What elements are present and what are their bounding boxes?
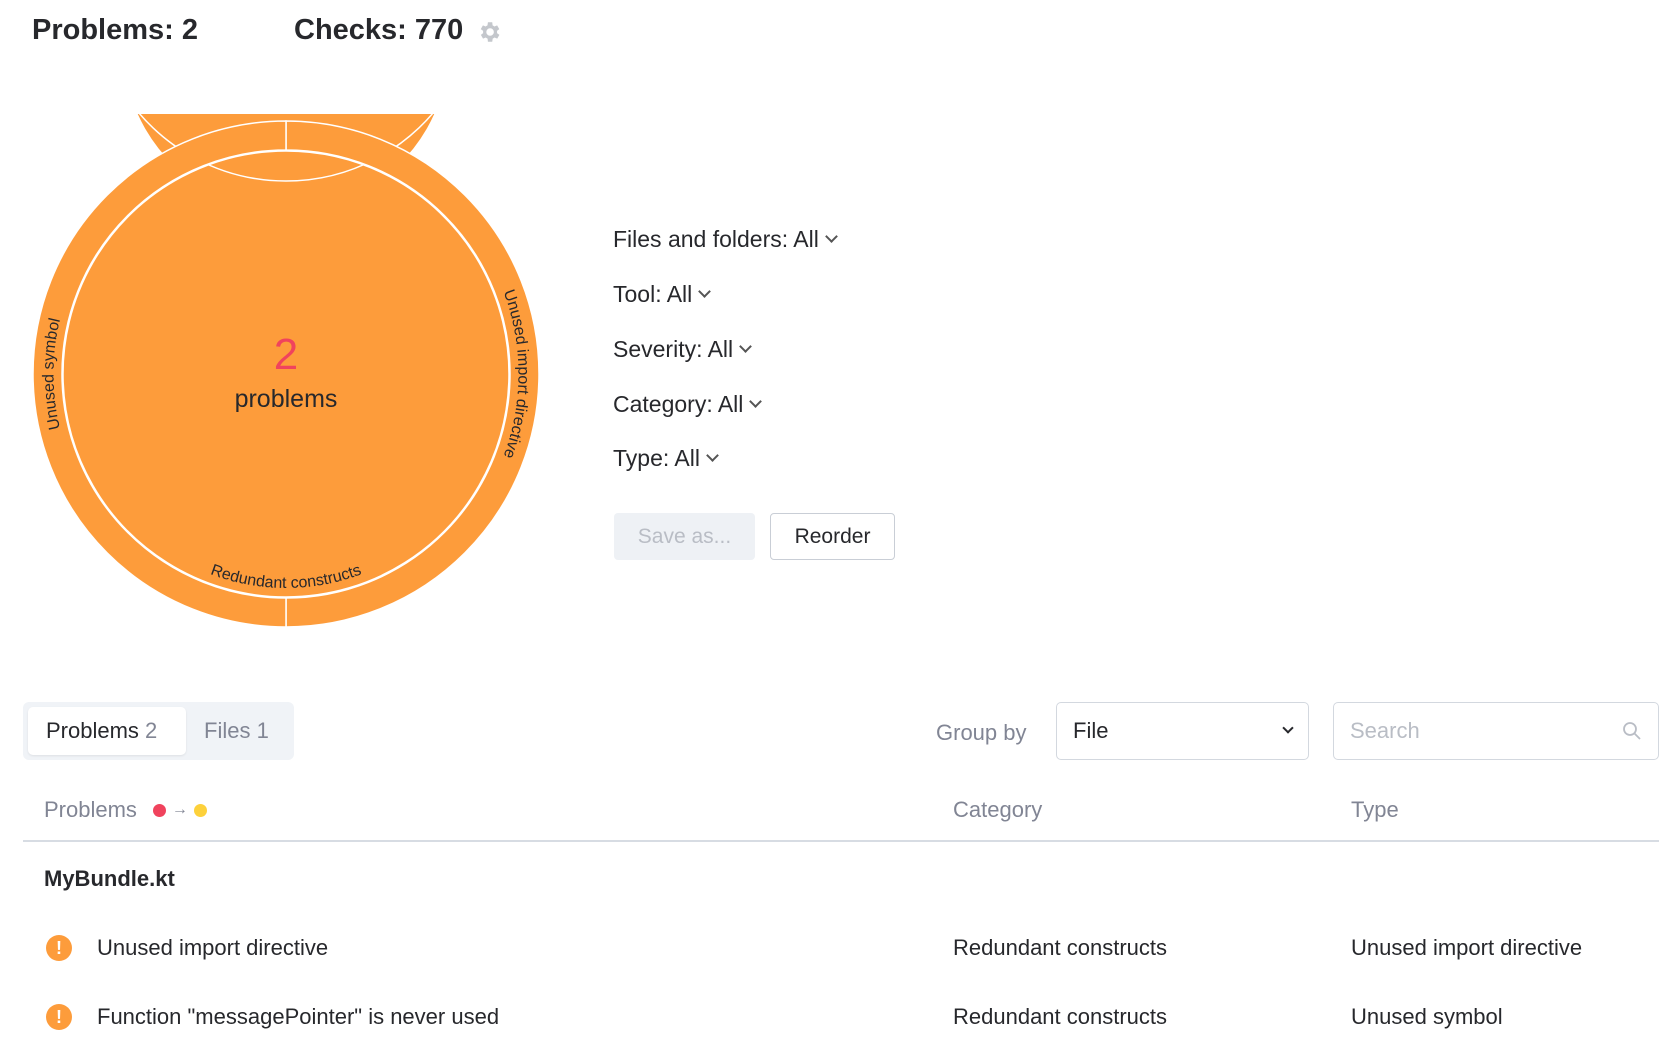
checks-count: Checks: 770 <box>294 14 464 46</box>
sunburst-segment[interactable] <box>32 120 287 628</box>
severity-low-dot-icon <box>193 803 207 817</box>
filter-label: Type: All <box>613 445 700 471</box>
save-as-button[interactable]: Save as... <box>614 513 755 560</box>
search-icon <box>1623 722 1641 740</box>
sunburst-label: Unused symbol <box>40 316 63 431</box>
tab-label: Problems <box>46 718 139 743</box>
arrow-right-icon: → <box>171 801 188 818</box>
filter-dropdown[interactable]: Tool: All <box>613 281 712 308</box>
chevron-down-icon <box>824 230 838 243</box>
filter-label: Category: All <box>613 391 744 417</box>
category-text: Redundant constructs <box>953 1004 1168 1029</box>
problems-count: Problems: 2 <box>32 14 198 46</box>
warning-icon: ! <box>46 1004 72 1030</box>
type-text: Unused symbol <box>1351 1004 1503 1029</box>
severity-high-dot-icon <box>152 803 166 817</box>
tab-files[interactable]: Files 1 <box>186 707 287 755</box>
chevron-down-icon <box>749 395 763 408</box>
filter-label: Severity: All <box>613 336 734 362</box>
column-header-type[interactable]: Type <box>1351 797 1399 822</box>
search-placeholder: Search <box>1350 718 1420 743</box>
gear-icon[interactable] <box>476 19 502 45</box>
view-tabs: Problems 2 Files 1 <box>23 702 294 760</box>
warning-icon: ! <box>46 935 72 961</box>
filter-dropdown[interactable]: Files and folders: All <box>613 226 838 253</box>
tab-count: 1 <box>256 718 269 743</box>
chevron-down-icon <box>706 449 719 462</box>
center-label: problems <box>235 385 338 413</box>
filter-label: Tool: All <box>613 281 693 307</box>
search-input[interactable]: Search <box>1333 702 1659 760</box>
filter-dropdown[interactable]: Type: All <box>613 445 719 472</box>
type-text: Unused import directive <box>1351 935 1583 960</box>
filter-dropdown[interactable]: Severity: All <box>613 336 753 363</box>
filter-dropdown[interactable]: Category: All <box>613 391 763 418</box>
problems-sunburst-chart[interactable]: Code InspectionHighRedundant constructsU… <box>26 114 546 634</box>
chevron-down-icon <box>1282 722 1294 734</box>
center-count: 2 <box>274 330 298 379</box>
group-by-select[interactable]: File <box>1056 702 1309 760</box>
group-by-value: File <box>1073 718 1109 743</box>
filter-label: Files and folders: All <box>613 226 819 252</box>
tab-problems[interactable]: Problems 2 <box>28 707 186 755</box>
category-text: Redundant constructs <box>953 935 1168 960</box>
problem-text: Function "messagePointer" is never used <box>97 1004 500 1029</box>
tab-label: Files <box>204 718 251 743</box>
column-label: Problems <box>44 797 137 822</box>
reorder-button[interactable]: Reorder <box>770 513 895 560</box>
group-by-label: Group by <box>936 720 1027 745</box>
chevron-down-icon <box>698 285 712 298</box>
problem-text: Unused import directive <box>97 935 329 960</box>
column-header-category[interactable]: Category <box>953 797 1043 822</box>
chevron-down-icon <box>739 340 753 353</box>
column-header-problems[interactable]: Problems → <box>44 797 207 823</box>
file-group-header[interactable]: MyBundle.kt <box>44 866 175 891</box>
sunburst-segment[interactable] <box>62 114 510 598</box>
tab-count: 2 <box>145 718 158 743</box>
header-divider <box>23 840 1659 842</box>
